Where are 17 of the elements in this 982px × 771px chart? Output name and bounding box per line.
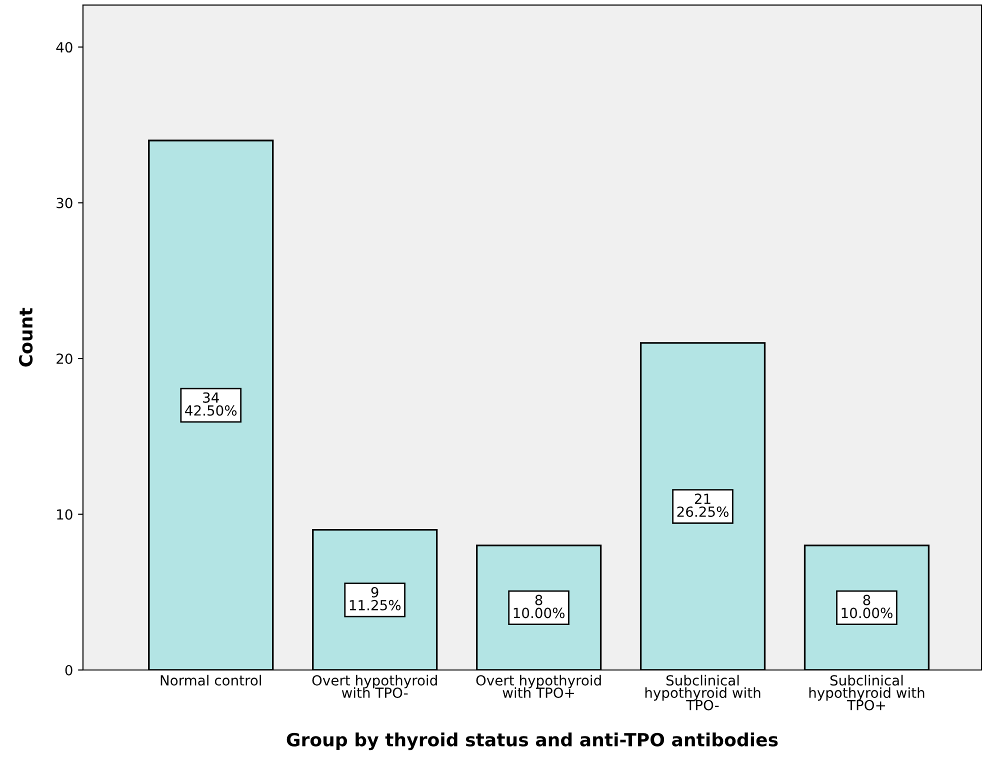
- y-tick-label: 20: [56, 354, 72, 364]
- x-tick-label: Overt hypothyroid with TPO-: [312, 674, 437, 698]
- x-tick-label: Subclinical hypothyroid with TPO+: [809, 674, 924, 710]
- data-label: 8 10.00%: [842, 594, 892, 618]
- x-tick-label: Subclinical hypothyroid with TPO-: [645, 674, 760, 710]
- data-label: 9 11.25%: [350, 586, 401, 610]
- y-tick-label: 0: [65, 664, 72, 676]
- y-axis-title: Count: [18, 308, 33, 367]
- y-tick-label: 30: [56, 198, 72, 208]
- x-tick-label: Normal control: [160, 674, 261, 686]
- data-label: 21 26.25%: [677, 494, 728, 517]
- x-tick-label: Overt hypothyroid with TPO+: [476, 674, 601, 698]
- y-tick-label: 10: [57, 509, 72, 520]
- data-label: 8 10.00%: [514, 594, 565, 618]
- x-axis-title: Group by thyroid status and anti-TPO antibodies: [286, 732, 778, 750]
- data-label: 34 42.50%: [185, 392, 237, 416]
- y-tick-label: 40: [56, 42, 72, 53]
